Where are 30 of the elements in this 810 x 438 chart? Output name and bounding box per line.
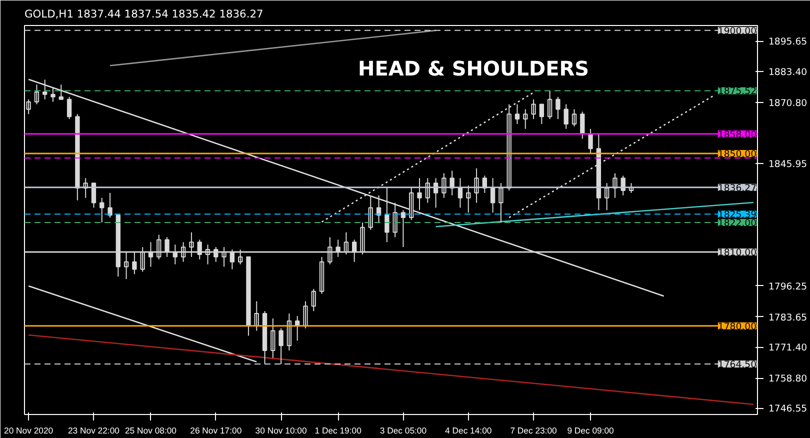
- x-tick-label: 25 Nov 08:00: [124, 426, 177, 436]
- y-tick-label: 1746.55: [768, 404, 808, 415]
- ref-line-label: 1875.52: [718, 86, 757, 98]
- y-tick-label: 1783.65: [768, 312, 808, 324]
- ref-line-label: 1858.00: [718, 129, 757, 140]
- x-tick-label: 9 Dec 09:00: [567, 426, 614, 436]
- y-tick-label: 1758.80: [768, 374, 808, 385]
- chart-title: GOLD,H1 1837.44 1837.54 1835.42 1836.27: [24, 8, 264, 20]
- y-tick-label: 1796.25: [768, 281, 808, 292]
- ref-line-label: 1764.50: [718, 360, 757, 371]
- ref-line-label: 1900.00: [718, 26, 757, 37]
- y-tick-label: 1883.40: [768, 66, 808, 78]
- x-tick-label: 7 Dec 23:00: [510, 426, 558, 436]
- ref-line-label: 1810.00: [718, 248, 757, 259]
- ref-line-label: 1850.00: [718, 149, 757, 160]
- y-tick-label: 1845.95: [768, 158, 808, 170]
- x-tick-label: 23 Nov 22:00: [68, 426, 120, 436]
- x-tick-label: 3 Dec 05:00: [380, 426, 427, 436]
- x-tick-label: 20 Nov 2020: [4, 426, 54, 436]
- ref-line-label: 1836.27: [718, 182, 757, 194]
- x-tick-label: 1 Dec 19:00: [314, 426, 362, 436]
- x-tick-label: 4 Dec 14:00: [445, 426, 492, 436]
- y-tick-label: 1771.40: [768, 342, 808, 354]
- ref-line-label: 1780.00: [718, 321, 757, 332]
- ref-line-label: 1822.00: [718, 218, 757, 229]
- x-tick-label: 30 Nov 10:00: [255, 426, 307, 436]
- y-tick-label: 1895.65: [768, 36, 808, 48]
- annotation: HEAD & SHOULDERS: [358, 56, 590, 80]
- x-tick-label: 26 Nov 17:00: [190, 426, 242, 436]
- y-tick-label: 1870.80: [768, 98, 808, 109]
